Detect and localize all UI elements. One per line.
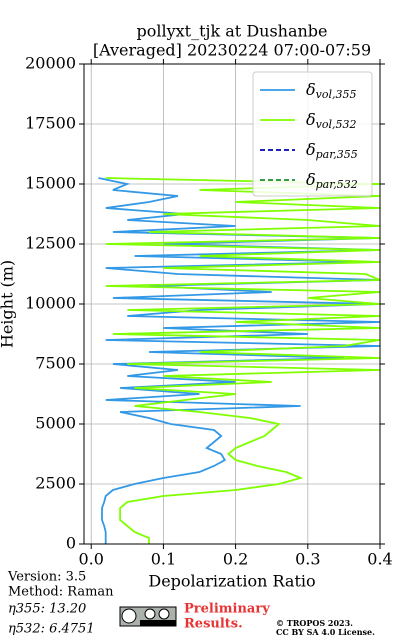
legend-label: δpar,355 xyxy=(306,140,358,162)
y-tick-label: 12500 xyxy=(25,234,76,253)
legend-label: δpar,532 xyxy=(306,170,358,192)
preliminary: Preliminary xyxy=(184,602,270,617)
version: Version: 3.5 xyxy=(7,570,86,585)
copyright: © TROPOS 2023. xyxy=(276,618,353,628)
chart-subtitle: [Averaged] 20230224 07:00-07:59 xyxy=(93,41,371,60)
y-tick-label: 20000 xyxy=(25,54,76,73)
y-tick-label: 5000 xyxy=(35,414,76,433)
results: Results. xyxy=(184,617,243,632)
x-tick-label: 0.1 xyxy=(151,550,176,569)
y-tick-label: 7500 xyxy=(35,354,76,373)
legend-label: δvol,532 xyxy=(306,110,357,132)
legend: δvol,355 δvol,532 δpar,355 δpar,532 xyxy=(252,71,373,197)
x-tick-label: 0.3 xyxy=(295,550,320,569)
eta355: η355: 13.20 xyxy=(8,602,86,617)
x-tick-label: 0.4 xyxy=(367,550,392,569)
x-tick-label: 0.0 xyxy=(78,550,103,569)
x-tick-label: 0.2 xyxy=(223,550,248,569)
y-axis-label: Height (m) xyxy=(0,260,17,348)
y-tick-label: 17500 xyxy=(25,114,76,133)
axes: 0.0 0.1 0.2 0.3 0.4 0 2500 5000 7500 10000 12500 15… xyxy=(25,54,393,569)
legend-box xyxy=(252,71,373,197)
y-tick-label: 2500 xyxy=(35,474,76,493)
license: CC BY SA 4.0 License. xyxy=(276,627,375,637)
legend-label: δvol,355 xyxy=(306,80,357,102)
series-line xyxy=(105,177,380,544)
y-tick-label: 10000 xyxy=(25,294,76,313)
y-tick-label: 0 xyxy=(66,534,76,553)
plot-lines xyxy=(98,177,380,544)
chart-title: pollyxt_tjk at Dushanbe xyxy=(136,22,327,41)
eta532: η532: 6.4751 xyxy=(8,622,95,637)
method: Method: Raman xyxy=(8,585,114,600)
x-axis-label: Depolarization Ratio xyxy=(148,572,315,591)
cc-badge xyxy=(119,606,177,627)
y-tick-label: 15000 xyxy=(25,174,76,193)
